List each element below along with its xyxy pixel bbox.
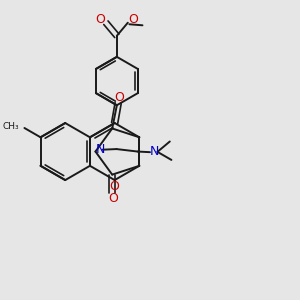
Text: CH₃: CH₃ — [2, 122, 19, 131]
Text: O: O — [114, 91, 124, 104]
Text: O: O — [108, 192, 118, 205]
Text: N: N — [150, 146, 159, 158]
Text: O: O — [95, 13, 105, 26]
Text: O: O — [128, 13, 138, 26]
Text: N: N — [95, 142, 105, 156]
Text: O: O — [110, 180, 120, 193]
